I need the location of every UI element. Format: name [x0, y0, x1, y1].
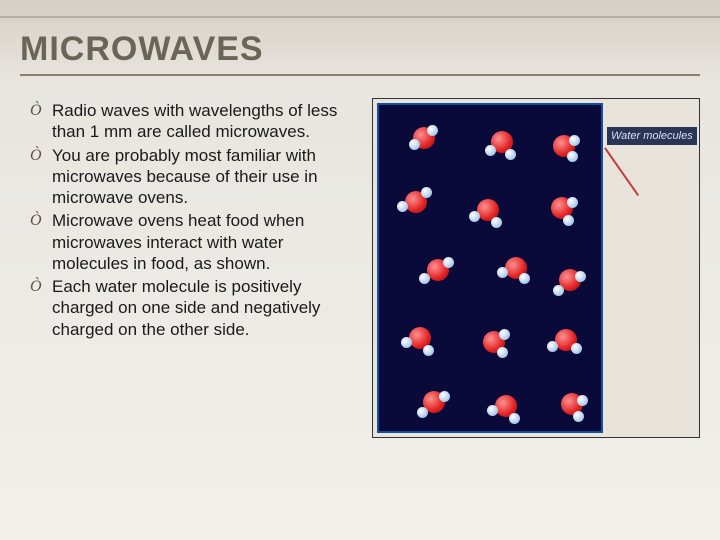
- hydrogen-atom: [417, 407, 428, 418]
- hydrogen-atom: [423, 345, 434, 356]
- hydrogen-atom: [419, 273, 430, 284]
- hydrogen-atom: [421, 187, 432, 198]
- pointer-line: [604, 147, 639, 196]
- list-item: Ò Microwave ovens heat food when microwa…: [30, 210, 360, 274]
- list-item: Ò Each water molecule is positively char…: [30, 276, 360, 340]
- bullet-text: Each water molecule is positively charge…: [52, 276, 360, 340]
- bullet-text: You are probably most familiar with micr…: [52, 145, 360, 209]
- bullet-icon: Ò: [30, 276, 52, 296]
- hydrogen-atom: [563, 215, 574, 226]
- water-molecule: [401, 187, 431, 217]
- hydrogen-atom: [487, 405, 498, 416]
- hydrogen-atom: [485, 145, 496, 156]
- bullet-icon: Ò: [30, 210, 52, 230]
- molecule-panel: [377, 103, 603, 433]
- bullet-text: Radio waves with wavelengths of less tha…: [52, 100, 360, 143]
- hydrogen-atom: [571, 343, 582, 354]
- water-molecule: [405, 323, 435, 353]
- water-molecule: [419, 387, 449, 417]
- hydrogen-atom: [509, 413, 520, 424]
- hydrogen-atom: [577, 395, 588, 406]
- hydrogen-atom: [469, 211, 480, 222]
- water-molecule: [491, 391, 521, 421]
- hydrogen-atom: [553, 285, 564, 296]
- hydrogen-atom: [397, 201, 408, 212]
- list-item: Ò Radio waves with wavelengths of less t…: [30, 100, 360, 143]
- hydrogen-atom: [497, 267, 508, 278]
- hydrogen-atom: [505, 149, 516, 160]
- water-molecule: [551, 325, 581, 355]
- figure-label: Water molecules: [607, 127, 697, 145]
- water-molecule: [555, 265, 585, 295]
- water-molecule: [409, 123, 439, 153]
- hydrogen-atom: [567, 151, 578, 162]
- hydrogen-atom: [569, 135, 580, 146]
- water-molecule: [423, 255, 453, 285]
- slide-title: MICROWAVES: [20, 30, 264, 69]
- title-underline: [20, 74, 700, 76]
- hydrogen-atom: [409, 139, 420, 150]
- hydrogen-atom: [567, 197, 578, 208]
- water-molecule: [557, 389, 587, 419]
- water-molecule: [487, 127, 517, 157]
- water-molecule: [479, 327, 509, 357]
- hydrogen-atom: [401, 337, 412, 348]
- hydrogen-atom: [519, 273, 530, 284]
- molecule-figure: Water molecules: [372, 98, 700, 438]
- bullet-list: Ò Radio waves with wavelengths of less t…: [30, 100, 360, 342]
- hydrogen-atom: [491, 217, 502, 228]
- list-item: Ò You are probably most familiar with mi…: [30, 145, 360, 209]
- top-rule: [0, 16, 720, 18]
- hydrogen-atom: [573, 411, 584, 422]
- hydrogen-atom: [443, 257, 454, 268]
- hydrogen-atom: [547, 341, 558, 352]
- hydrogen-atom: [497, 347, 508, 358]
- bullet-icon: Ò: [30, 100, 52, 120]
- hydrogen-atom: [499, 329, 510, 340]
- hydrogen-atom: [575, 271, 586, 282]
- bullet-text: Microwave ovens heat food when microwave…: [52, 210, 360, 274]
- hydrogen-atom: [427, 125, 438, 136]
- water-molecule: [501, 253, 531, 283]
- water-molecule: [547, 193, 577, 223]
- water-molecule: [549, 131, 579, 161]
- water-molecule: [473, 195, 503, 225]
- hydrogen-atom: [439, 391, 450, 402]
- bullet-icon: Ò: [30, 145, 52, 165]
